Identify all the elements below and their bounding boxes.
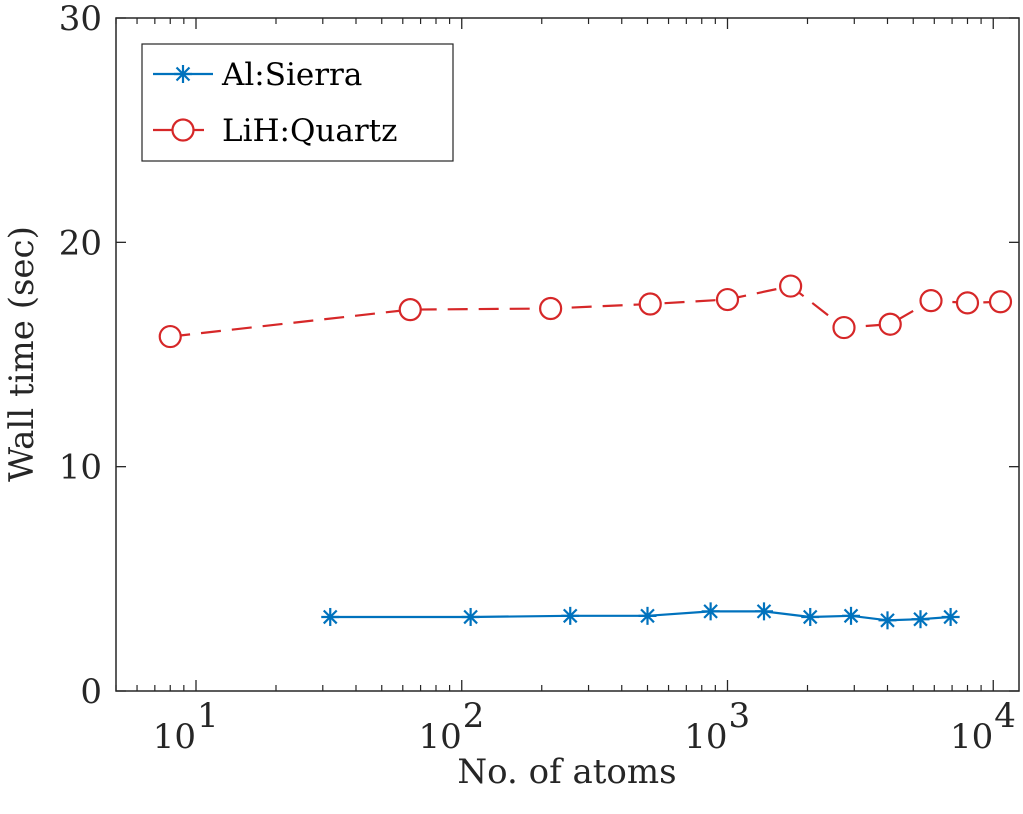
marker-stroke bbox=[703, 604, 718, 619]
legend-label: Al:Sierra bbox=[221, 57, 362, 93]
y-tick-label: 0 bbox=[80, 672, 102, 712]
x-tick-label: 102 bbox=[418, 696, 484, 757]
data-point bbox=[988, 290, 1013, 314]
y-axis-title: Wall time (sec) bbox=[2, 226, 42, 482]
data-point bbox=[911, 610, 930, 629]
x-tick-label: 103 bbox=[684, 696, 750, 757]
data-point bbox=[561, 606, 580, 625]
data-point bbox=[638, 606, 657, 625]
marker-stroke bbox=[640, 608, 655, 624]
x-tick-base: 10 bbox=[153, 717, 196, 757]
data-point bbox=[715, 287, 740, 312]
legend-entry: LiH:Quartz bbox=[153, 113, 397, 149]
marker-stroke bbox=[322, 609, 338, 625]
series-1 bbox=[321, 602, 960, 630]
legend-label: LiH:Quartz bbox=[222, 113, 397, 149]
x-tick-exponent: 1 bbox=[197, 696, 219, 736]
data-point bbox=[701, 602, 720, 621]
minor-ticks bbox=[115, 18, 982, 691]
x-tick-label: 101 bbox=[153, 696, 219, 757]
x-tick-base: 10 bbox=[418, 717, 461, 757]
x-tick-label: 104 bbox=[950, 696, 1016, 757]
marker-stroke bbox=[463, 609, 478, 625]
data-point bbox=[941, 607, 960, 626]
data-point bbox=[754, 602, 773, 621]
y-tick-label: 10 bbox=[59, 448, 102, 488]
data-point bbox=[919, 289, 943, 313]
series-2 bbox=[158, 274, 1013, 349]
data-point bbox=[158, 324, 182, 349]
y-tick-label: 30 bbox=[59, 0, 102, 39]
data-point bbox=[638, 292, 662, 316]
data-point bbox=[878, 611, 897, 630]
x-tick-exponent: 3 bbox=[728, 696, 750, 736]
data-point bbox=[955, 291, 980, 315]
legend: Al:Sierra LiH:Quartz bbox=[141, 43, 454, 162]
x-tick-exponent: 4 bbox=[994, 696, 1016, 736]
data-point bbox=[878, 312, 902, 336]
marker-stroke bbox=[880, 613, 895, 628]
data-point bbox=[842, 606, 861, 625]
data-point bbox=[321, 607, 340, 626]
data-point bbox=[539, 296, 563, 321]
marker-stroke bbox=[843, 608, 859, 624]
legend-marker bbox=[174, 65, 192, 83]
data-point bbox=[779, 274, 803, 298]
legend-marker bbox=[171, 118, 195, 142]
series-layer bbox=[158, 274, 1013, 630]
x-tick-base: 10 bbox=[684, 717, 727, 757]
marker-stroke bbox=[756, 604, 772, 619]
plot-frame bbox=[115, 17, 1020, 692]
marker-stroke bbox=[943, 609, 958, 625]
data-point bbox=[461, 607, 480, 626]
legend-entry: Al:Sierra bbox=[153, 57, 362, 93]
marker-stroke bbox=[802, 609, 818, 625]
data-point bbox=[398, 298, 422, 322]
x-tick-base: 10 bbox=[950, 717, 993, 757]
data-point bbox=[801, 607, 820, 626]
data-point bbox=[832, 315, 856, 340]
y-tick-label: 20 bbox=[59, 223, 102, 263]
x-tick-exponent: 2 bbox=[463, 696, 485, 736]
x-axis-title: No. of atoms bbox=[457, 752, 676, 792]
marker-stroke bbox=[562, 608, 578, 624]
marker-stroke bbox=[913, 611, 928, 627]
legend-box bbox=[141, 43, 454, 162]
marker-stroke bbox=[175, 66, 191, 82]
